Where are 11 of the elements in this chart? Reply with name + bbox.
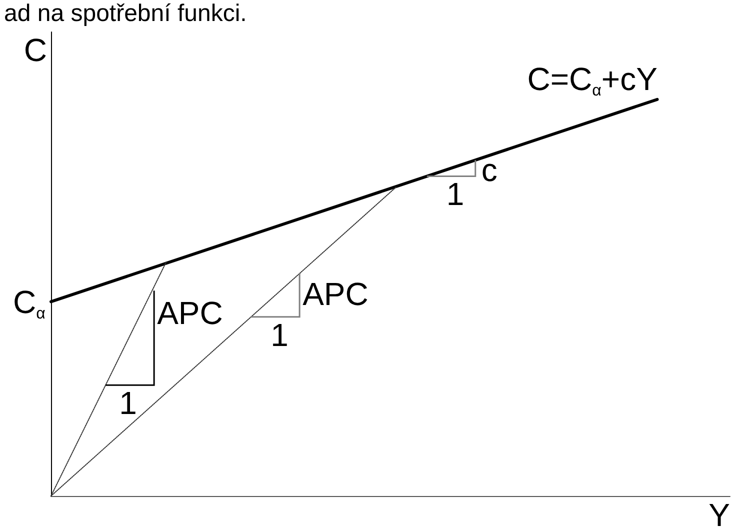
chart-title: ad na spotřební funkci. <box>4 0 247 27</box>
annotation: 1 <box>270 316 288 353</box>
x-axis-title: Y <box>708 497 730 532</box>
annotation: 1 <box>119 385 137 422</box>
text: C$_{α}$ <box>13 284 46 322</box>
annotation: APC <box>302 276 368 312</box>
y-axis-title: C <box>24 32 47 68</box>
series-label: C=C$_{α}$+cY <box>527 61 658 100</box>
annotation: APC <box>157 295 223 332</box>
annotation: 1 <box>446 176 464 212</box>
annotation: c <box>481 152 498 188</box>
